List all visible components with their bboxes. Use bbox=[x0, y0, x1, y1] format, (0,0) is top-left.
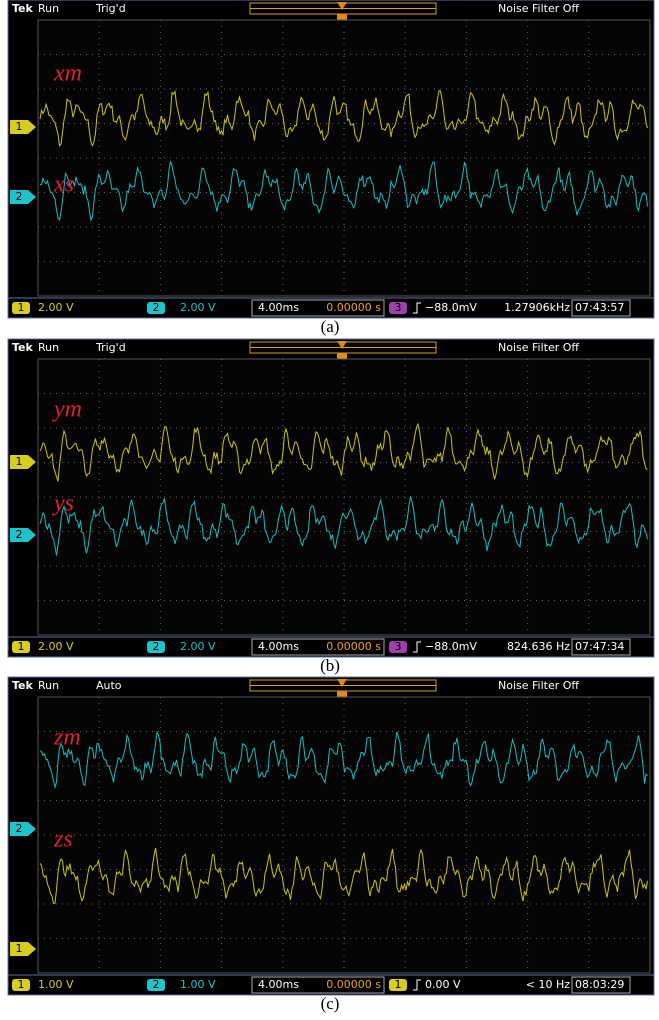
trigger-state: Trig'd bbox=[95, 341, 126, 354]
timebase: 4.00ms bbox=[258, 978, 299, 991]
brand: Tek bbox=[12, 2, 34, 15]
channel-marker-label: 1 bbox=[16, 120, 23, 133]
clock: 07:43:57 bbox=[575, 301, 624, 314]
channel-box-label: 1 bbox=[395, 978, 402, 991]
channel-box-label: 2 bbox=[153, 640, 160, 653]
noise-filter: Noise Filter Off bbox=[498, 679, 579, 692]
channel-box-label: 2 bbox=[153, 978, 160, 991]
channel-box-label: 3 bbox=[395, 301, 402, 314]
signal-label: xs bbox=[53, 172, 74, 198]
signal-label: xm bbox=[53, 61, 82, 87]
channel-box-label: 1 bbox=[18, 301, 25, 314]
trigger-state: Trig'd bbox=[95, 2, 126, 15]
scope-panel: Tek Run Trig'd Noise Filter Off 1 2 ym ys 1 2.00 … bbox=[8, 339, 654, 675]
caption: (c) bbox=[321, 994, 340, 1013]
timebase: 4.00ms bbox=[258, 301, 299, 314]
channel-marker-label: 1 bbox=[16, 455, 23, 468]
timebase: 4.00ms bbox=[258, 640, 299, 653]
noise-filter: Noise Filter Off bbox=[498, 341, 579, 354]
caption: (b) bbox=[320, 656, 340, 675]
signal-label: ym bbox=[52, 397, 82, 423]
scale: 1.00 V bbox=[180, 978, 216, 991]
delay: 0.00000 s bbox=[326, 640, 381, 653]
channel-marker-label: 2 bbox=[16, 190, 23, 203]
signal-label: zm bbox=[53, 725, 81, 751]
scale: 2.00 V bbox=[180, 640, 216, 653]
run-state: Run bbox=[38, 341, 59, 354]
channel-marker-label: 2 bbox=[16, 528, 23, 541]
channel-marker-label: 2 bbox=[16, 822, 23, 835]
frequency: < 10 Hz bbox=[526, 978, 570, 991]
figure: Tek Run Trig'd Noise Filter Off 1 2 xm xs 1 2.00 … bbox=[0, 0, 659, 1015]
run-state: Run bbox=[38, 679, 59, 692]
brand: Tek bbox=[12, 679, 34, 692]
channel-box-label: 1 bbox=[18, 978, 25, 991]
trigger-state: Auto bbox=[96, 679, 122, 692]
scale: 2.00 V bbox=[38, 301, 74, 314]
frequency: 824.636 Hz bbox=[507, 640, 570, 653]
trig-level: 0.00 V bbox=[425, 978, 461, 991]
scale: 1.00 V bbox=[38, 978, 74, 991]
scope-panel: Tek Run Auto Noise Filter Off 2 1 zm zs 1 1.00 V 2… bbox=[8, 677, 654, 1013]
trig-level: −88.0mV bbox=[425, 301, 477, 314]
scale: 2.00 V bbox=[38, 640, 74, 653]
noise-filter: Noise Filter Off bbox=[498, 2, 579, 15]
trig-level: −88.0mV bbox=[425, 640, 477, 653]
channel-marker-label: 1 bbox=[16, 942, 23, 955]
clock: 08:03:29 bbox=[575, 978, 624, 991]
delay: 0.00000 s bbox=[326, 978, 381, 991]
run-state: Run bbox=[38, 2, 59, 15]
caption: (a) bbox=[321, 317, 340, 336]
scale: 2.00 V bbox=[180, 301, 216, 314]
signal-label: zs bbox=[53, 827, 73, 853]
channel-box-label: 3 bbox=[395, 640, 402, 653]
channel-box-label: 1 bbox=[18, 640, 25, 653]
signal-label: ys bbox=[52, 491, 74, 517]
scope-panel: Tek Run Trig'd Noise Filter Off 1 2 xm xs 1 2.00 … bbox=[8, 0, 654, 336]
brand: Tek bbox=[12, 341, 34, 354]
delay: 0.00000 s bbox=[326, 301, 381, 314]
clock: 07:47:34 bbox=[575, 640, 624, 653]
frequency: 1.27906kHz bbox=[504, 301, 570, 314]
channel-box-label: 2 bbox=[153, 301, 160, 314]
